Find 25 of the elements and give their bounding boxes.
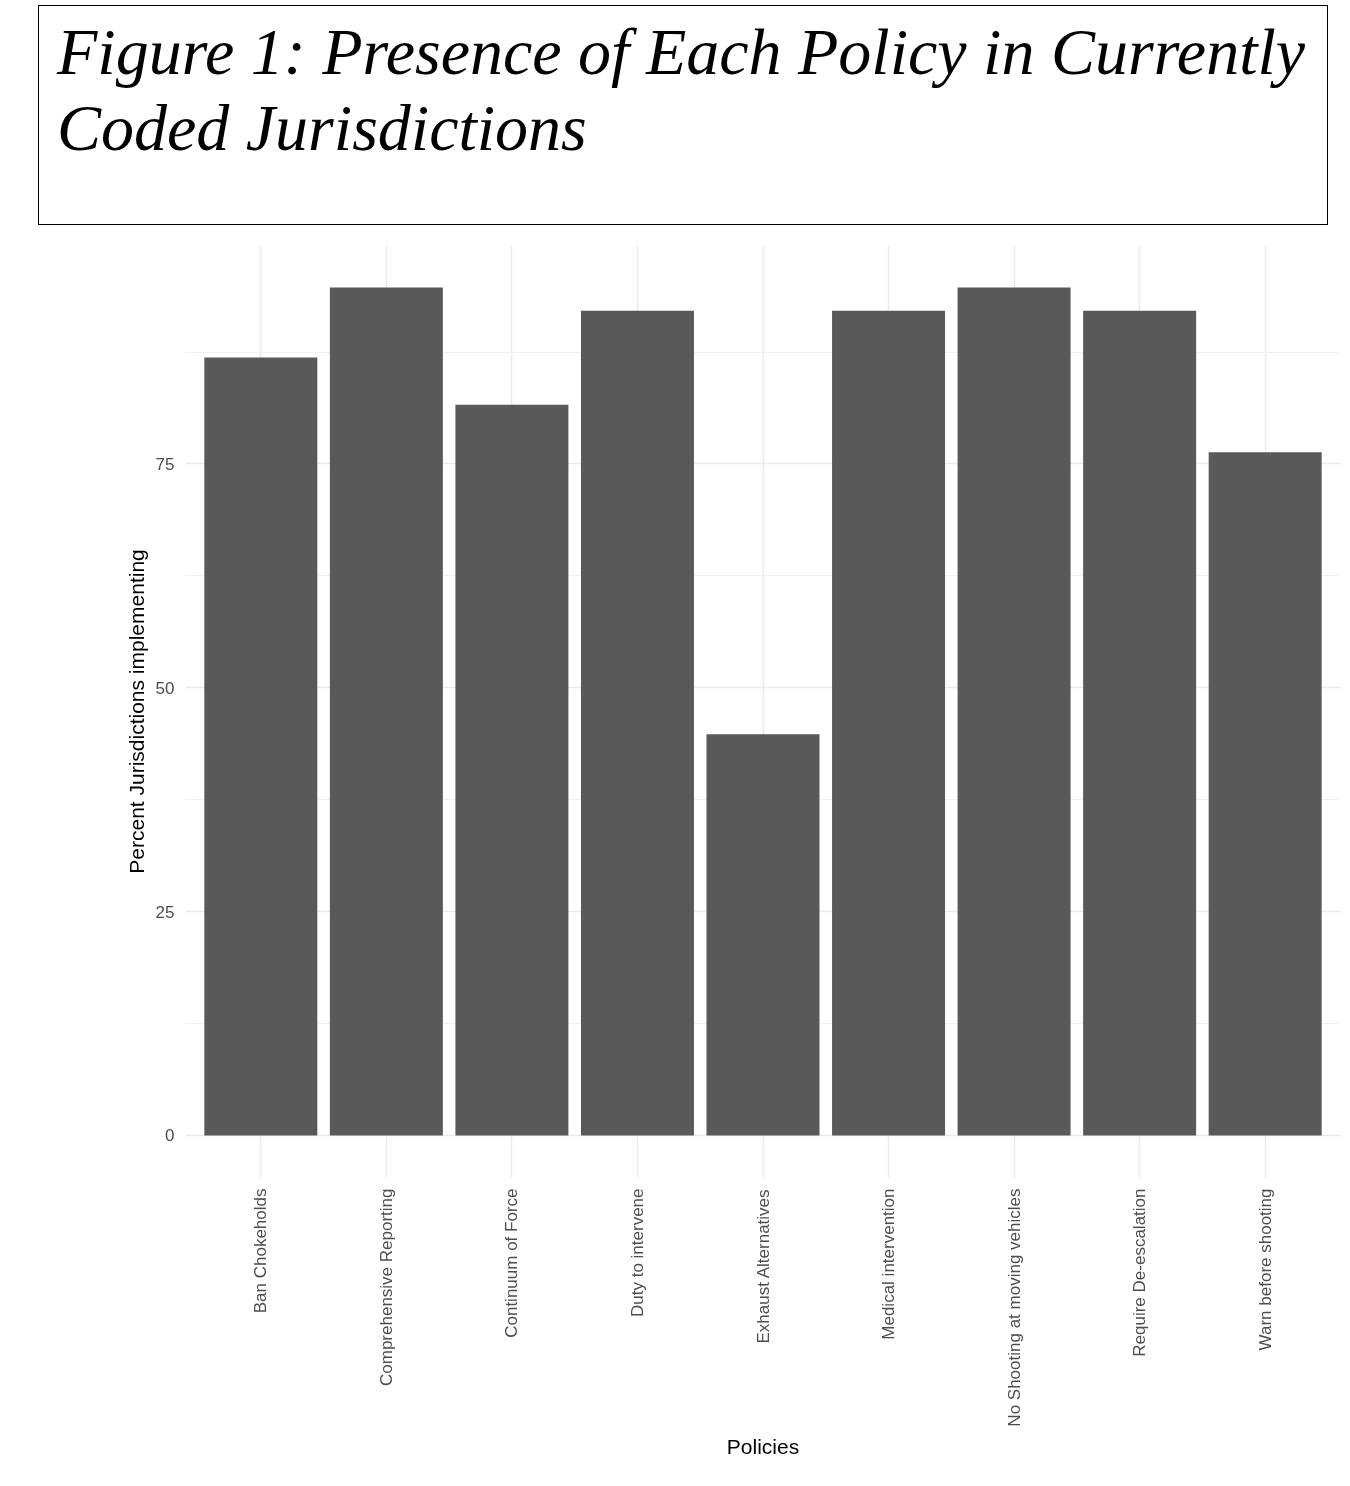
x-axis-title: Policies: [726, 1434, 800, 1458]
x-tick-label: Duty to intervene: [627, 1188, 647, 1318]
bar: [706, 734, 820, 1136]
y-tick-label: 25: [155, 902, 175, 922]
x-tick-label: Ban Chokeholds: [251, 1188, 271, 1314]
bar: [832, 310, 946, 1136]
bar: [580, 310, 694, 1136]
bar: [204, 357, 318, 1136]
y-tick-label: 0: [165, 1126, 175, 1146]
x-tick-label: Continuum of Force: [502, 1188, 522, 1338]
bar: [1208, 452, 1322, 1136]
x-tick-label: Require De-escalation: [1130, 1188, 1150, 1357]
x-tick-label: Medical intervention: [879, 1188, 899, 1340]
bar: [455, 404, 569, 1136]
x-tick-label: Exhaust Alternatives: [753, 1189, 773, 1344]
bar: [957, 287, 1071, 1136]
chart-title: Figure 1: Presence of Each Policy in Currently Coded Jurisdictions: [57, 14, 1307, 166]
x-tick-label: No Shooting at moving vehicles: [1004, 1188, 1024, 1427]
y-tick-label: 75: [155, 454, 175, 474]
bar: [329, 287, 443, 1136]
x-tick-label: Warn before shooting: [1255, 1188, 1275, 1351]
x-tick-label: Comprehensive Reporting: [376, 1188, 396, 1386]
y-axis-title: Percent Jurisdictions implementing: [124, 549, 148, 874]
y-tick-label: 50: [155, 678, 175, 698]
bar: [1083, 310, 1197, 1136]
